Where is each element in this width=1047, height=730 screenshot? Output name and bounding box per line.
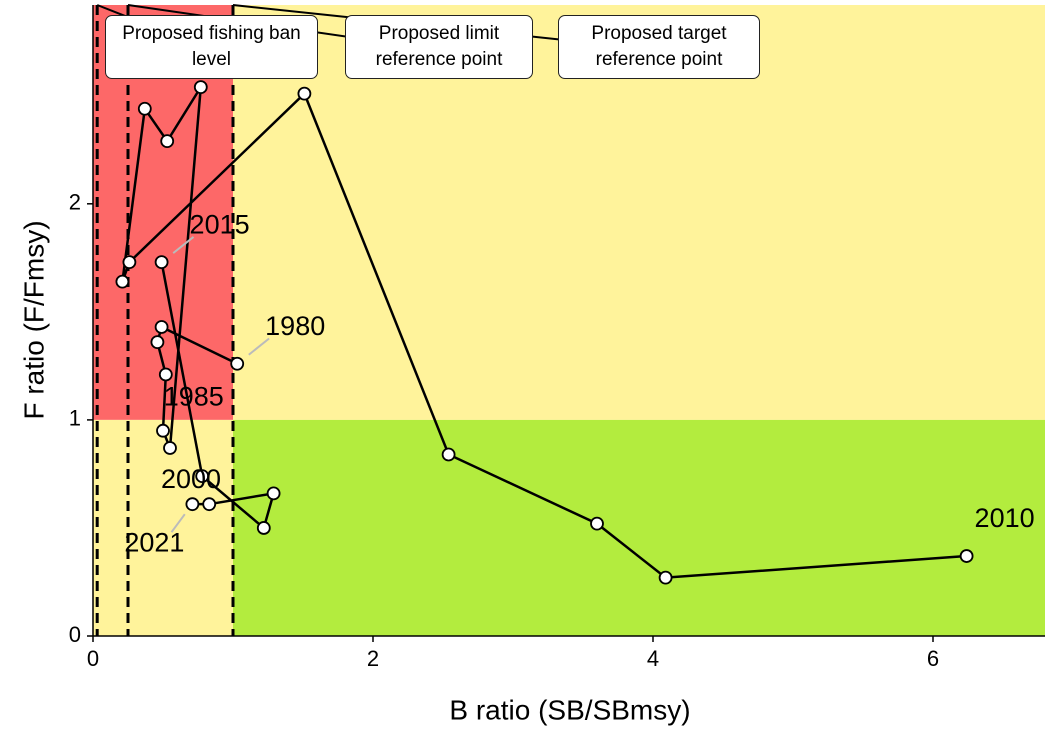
point — [160, 134, 175, 149]
point — [193, 80, 208, 95]
point — [230, 356, 245, 371]
annotation: 2021 — [124, 527, 184, 557]
point — [441, 447, 456, 462]
point — [256, 521, 271, 535]
x-tick-label: 0 — [87, 646, 99, 671]
y-axis-label: F ratio (F/Fmsy) — [18, 220, 49, 419]
reference-label: Proposed fishing ban level — [105, 15, 318, 79]
reference-label: Proposed limit reference point — [345, 15, 533, 79]
annotation-leader — [172, 236, 195, 254]
point — [122, 255, 137, 270]
x-axis-label: B ratio (SB/SBmsy) — [449, 694, 690, 725]
annotation: 1980 — [265, 311, 325, 341]
point — [195, 469, 210, 483]
y-tick-label: 0 — [69, 622, 81, 647]
point — [959, 549, 974, 563]
point — [154, 255, 169, 270]
x-tick-label: 2 — [367, 646, 379, 671]
annotation: 2015 — [190, 209, 250, 239]
point — [137, 101, 152, 116]
annotation: 1985 — [164, 382, 224, 412]
annotation-leader — [170, 513, 186, 533]
y-tick-label: 2 — [69, 190, 81, 215]
y-tick-label: 1 — [69, 406, 81, 431]
annotation-leader — [248, 337, 270, 356]
point — [158, 367, 173, 382]
point — [202, 497, 217, 512]
annotation: 2000 — [161, 464, 221, 494]
point — [115, 274, 130, 289]
point — [163, 441, 177, 455]
x-tick-label: 6 — [927, 646, 939, 671]
x-tick-label: 4 — [647, 646, 659, 671]
point — [590, 516, 604, 531]
point — [297, 86, 312, 101]
zone-green — [233, 419, 1045, 636]
point — [658, 570, 673, 585]
point — [156, 423, 170, 438]
annotation: 2010 — [975, 503, 1035, 533]
point — [185, 497, 200, 512]
trajectory — [121, 86, 967, 579]
reference-label: Proposed target reference point — [558, 15, 760, 79]
point — [150, 335, 165, 350]
point — [266, 486, 281, 501]
point — [154, 320, 169, 334]
zone-yellow — [93, 419, 233, 636]
